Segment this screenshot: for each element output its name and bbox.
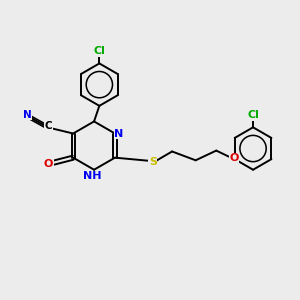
Text: Cl: Cl [93, 46, 105, 56]
Text: O: O [229, 153, 239, 163]
Text: N: N [23, 110, 32, 120]
Text: S: S [149, 157, 157, 167]
Text: O: O [44, 159, 53, 169]
Text: Cl: Cl [247, 110, 259, 120]
Text: N: N [114, 128, 123, 139]
Text: NH: NH [83, 171, 102, 181]
Text: C: C [45, 121, 52, 131]
